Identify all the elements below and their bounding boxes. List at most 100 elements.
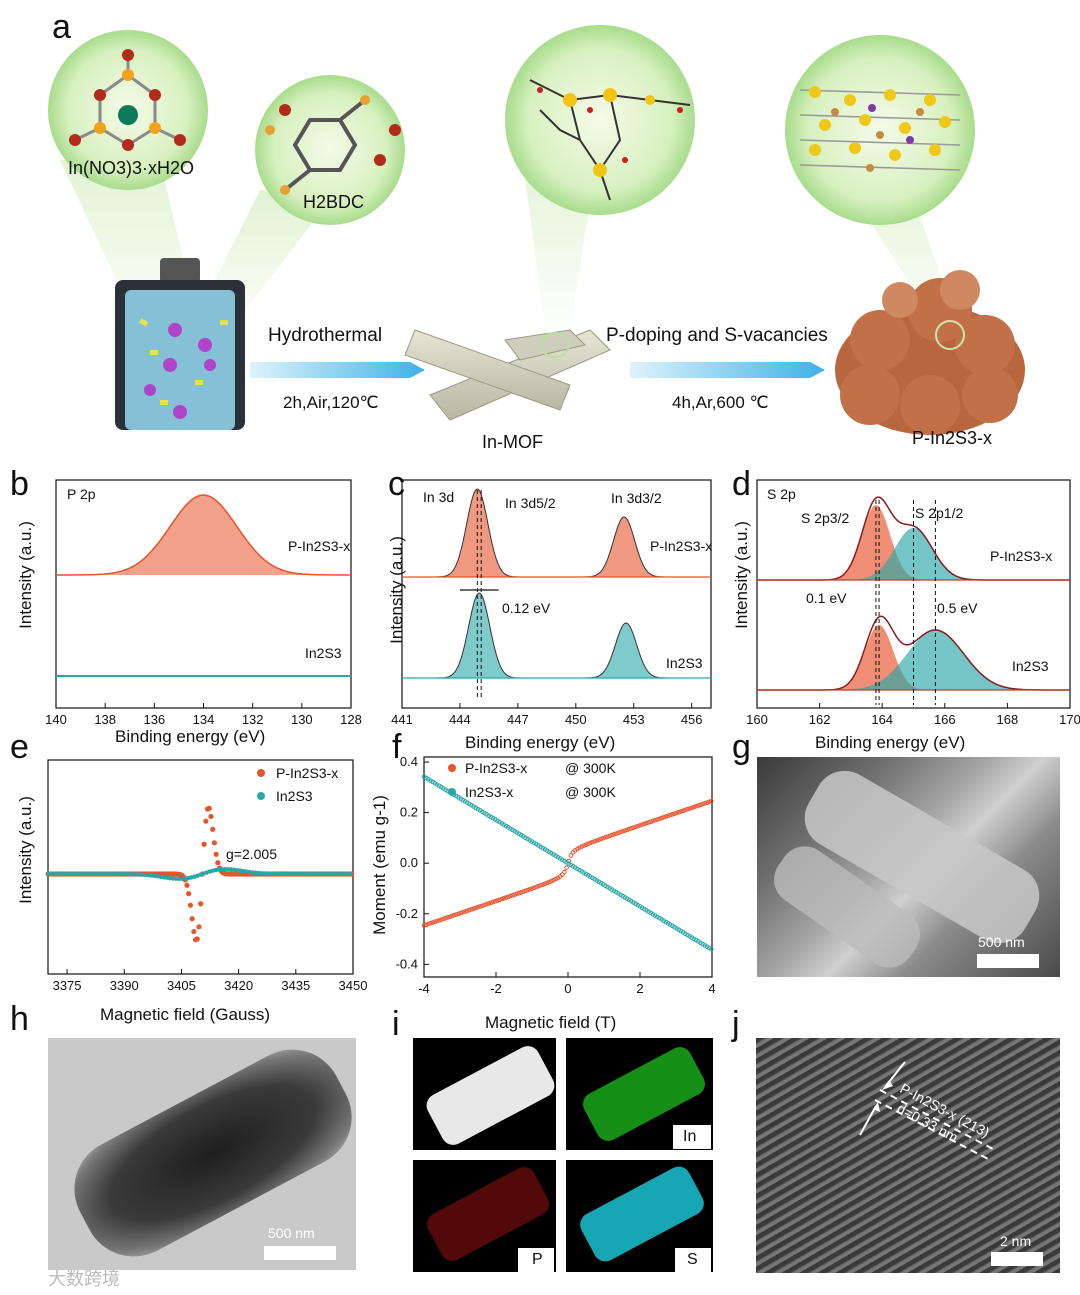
chart-d-shift2: 0.5 eV bbox=[937, 600, 978, 616]
chart-f-series-p-point bbox=[436, 918, 442, 923]
product-cluster bbox=[835, 270, 1025, 435]
chart-f-series-p-point bbox=[637, 823, 643, 828]
chart-d-frame bbox=[756, 479, 1071, 709]
chart-f-series-p-point bbox=[624, 827, 630, 833]
chart-f-series-p-point bbox=[475, 904, 481, 910]
eds-map-haadf bbox=[413, 1038, 556, 1150]
chart-f-x-ticklabel-0: -4 bbox=[418, 981, 430, 996]
chart-e-x-ticklabel-0: 3375 bbox=[53, 978, 82, 993]
chart-e-series-p-point bbox=[196, 924, 202, 930]
chart-f-series-p-point bbox=[564, 865, 569, 870]
chart-f-series-p-point bbox=[460, 910, 466, 915]
sem-image bbox=[757, 757, 1060, 977]
chart-e-series-in-point bbox=[295, 871, 301, 877]
chart-f-y-ticklabel-0: -0.4 bbox=[396, 956, 418, 971]
chart-f-series-p-point bbox=[639, 822, 645, 827]
chart-f-series-p-point bbox=[696, 803, 701, 808]
sem-scalebar-label: 500 nm bbox=[978, 934, 1025, 950]
chart-f-series-p-point bbox=[661, 814, 667, 820]
chart-f-y-ticklabel-3: 0.2 bbox=[400, 805, 418, 820]
chart-f-series-p-point bbox=[521, 889, 526, 894]
chart-f-series-p-point bbox=[678, 809, 684, 814]
chart-f-series-p-point bbox=[499, 896, 505, 902]
chart-e-series-in-point bbox=[76, 871, 81, 877]
chart-f-series-p-point bbox=[642, 821, 647, 827]
eds-label-in-box bbox=[673, 1125, 711, 1149]
chart-e-series-in-point bbox=[109, 871, 115, 877]
chart-f-series-p-point bbox=[616, 830, 621, 836]
chart-e-series-in-point bbox=[103, 871, 109, 877]
chart-e-frame bbox=[47, 759, 354, 975]
chart-f-series-p-point bbox=[477, 904, 483, 909]
chart-e-series-in-point bbox=[115, 871, 121, 877]
chart-f-series-p-point bbox=[588, 840, 593, 846]
chart-d-x-ticklabel-2: 164 bbox=[871, 712, 893, 727]
chart-e-series-in-point bbox=[341, 871, 347, 877]
chart-e-series-in-point bbox=[64, 871, 69, 877]
chart-d-series-0-peak-1-area bbox=[819, 528, 1008, 580]
chart-e-series-in-point bbox=[274, 871, 279, 877]
chart-d-x-ticklabel-1: 162 bbox=[809, 712, 831, 727]
sem-scalebar bbox=[977, 954, 1039, 968]
chart-f-series-p-point bbox=[536, 883, 541, 889]
chart-f-series-in-point bbox=[708, 946, 714, 952]
chart-f-series-p-point bbox=[654, 817, 660, 822]
chart-f-series-p-point bbox=[659, 815, 664, 821]
chart-f-x-ticklabel-4: 4 bbox=[708, 981, 715, 996]
eds-label-in: In bbox=[683, 1128, 697, 1145]
chart-e-series-in-point bbox=[122, 871, 127, 877]
precursor2-label: H2BDC bbox=[303, 192, 365, 212]
step1-conditions: 2h,Air,120℃ bbox=[283, 393, 379, 412]
chart-f-series-p-point bbox=[525, 887, 530, 893]
precursor1-label: In(NO3)3·xH2O bbox=[68, 158, 195, 178]
chart-d-label-p: P-In2S3-x bbox=[990, 548, 1053, 564]
chart-e-series-in-point bbox=[332, 871, 337, 877]
chart-e-xlabel: Magnetic field (Gauss) bbox=[100, 1005, 271, 1024]
chart-d-x-ticklabel-5: 170 bbox=[1059, 712, 1080, 727]
chart-d-peak2: S 2p1/2 bbox=[915, 505, 964, 521]
chart-f-series-p-point bbox=[473, 905, 479, 911]
chart-f-series-p-point bbox=[503, 895, 509, 900]
chart-e-legend-2: In2S3 bbox=[276, 788, 313, 804]
chart-e-series-p-point bbox=[187, 902, 193, 908]
hrtem-scalebar-label: 2 nm bbox=[1000, 1233, 1032, 1249]
chart-f-series-p-point bbox=[680, 808, 686, 813]
chart-e-x-ticklabel-3: 3420 bbox=[224, 978, 253, 993]
chart-f-series-p-point bbox=[518, 890, 524, 895]
chart-f-y-ticklabel-4: 0.4 bbox=[400, 754, 418, 769]
chart-f-series-p-point bbox=[583, 842, 589, 847]
chart-c-shift: 0.12 eV bbox=[502, 600, 551, 616]
panel-label-c: c bbox=[388, 465, 405, 503]
precursor2-bubble bbox=[255, 75, 405, 225]
chart-e-series-p-point bbox=[198, 901, 204, 907]
panel-label-e: e bbox=[10, 728, 29, 766]
chart-f-series-p-point bbox=[693, 803, 699, 809]
chart-c-x-ticklabel-5: 456 bbox=[681, 712, 703, 727]
chart-c-title: In 3d bbox=[423, 489, 455, 505]
chart-f-series-p-point bbox=[667, 812, 673, 818]
chart-f-series-p-point bbox=[544, 880, 550, 886]
chart-e-series-in-point bbox=[277, 871, 282, 877]
chart-e-series-in-point bbox=[314, 871, 319, 877]
chart-f-series-p-point bbox=[646, 820, 651, 825]
chart-e-series-in-point bbox=[97, 871, 103, 877]
chart-f-series-p-point bbox=[495, 898, 500, 903]
chart-e-series-in-point bbox=[289, 871, 295, 877]
chart-f-series-p-point bbox=[534, 884, 539, 890]
chart-f-series-p-point bbox=[689, 805, 695, 811]
step2-title: P-doping and S-vacancies bbox=[606, 325, 828, 346]
chart-b-x-ticklabel-3: 134 bbox=[193, 712, 215, 727]
chart-f-series-p-point bbox=[562, 869, 567, 875]
chart-c-series-0-peak-1-area bbox=[566, 517, 683, 577]
chart-e-x-ticklabel-4: 3435 bbox=[281, 978, 310, 993]
chart-f-series-p-point bbox=[585, 841, 591, 847]
chart-f-series-p-point bbox=[434, 918, 440, 924]
chart-e-series-in-point bbox=[335, 871, 340, 877]
chart-f-series-p-point bbox=[508, 893, 513, 899]
chart-c-series-1-peak-0-area bbox=[421, 593, 538, 678]
chart-f-series-p-point bbox=[622, 828, 628, 833]
chart-f-series-p-point bbox=[600, 835, 606, 841]
chart-f-series-p-point bbox=[490, 899, 496, 905]
chart-b-x-ticklabel-6: 128 bbox=[340, 712, 362, 727]
chart-f-series-p-point bbox=[605, 834, 610, 839]
